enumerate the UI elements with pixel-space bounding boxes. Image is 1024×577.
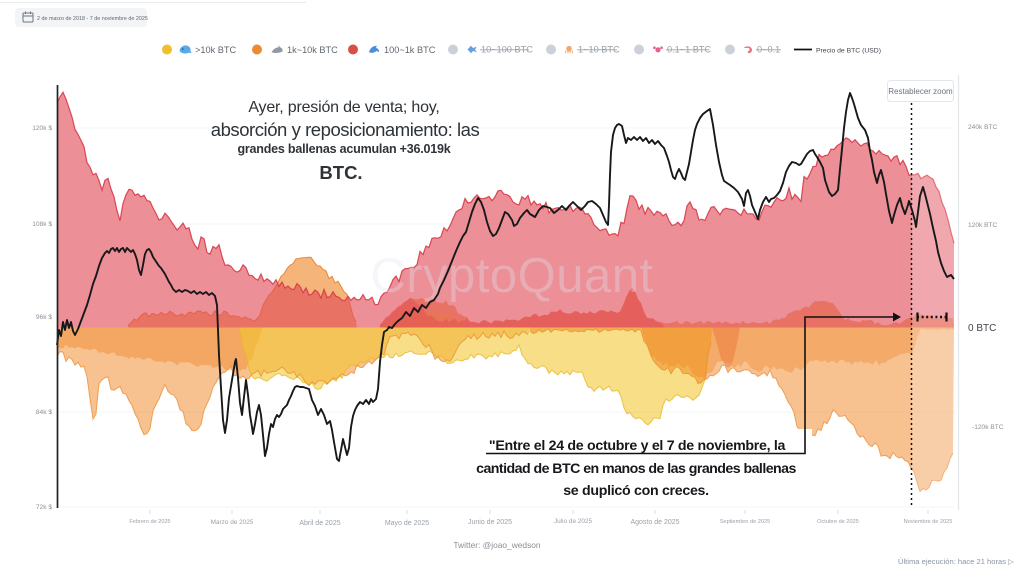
svg-text:Ayer, presión de venta; hoy,: Ayer, presión de venta; hoy, bbox=[248, 99, 439, 116]
svg-text:se duplicó con creces.: se duplicó con creces. bbox=[563, 483, 709, 499]
svg-text:"Entre el 24 de octubre y el 7: "Entre el 24 de octubre y el 7 de noviem… bbox=[489, 438, 786, 454]
svg-text:grandes ballenas acumulan +36.: grandes ballenas acumulan +36.019k bbox=[237, 142, 450, 156]
svg-text:Junio de 2025: Junio de 2025 bbox=[468, 519, 512, 526]
svg-text:absorción y reposicionamiento:: absorción y reposicionamiento: las bbox=[211, 119, 480, 140]
svg-text:CryptoQuant: CryptoQuant bbox=[370, 249, 653, 303]
svg-text:84k $: 84k $ bbox=[36, 409, 52, 416]
svg-text:72k $: 72k $ bbox=[36, 504, 52, 511]
svg-text:-120k BTC: -120k BTC bbox=[972, 424, 1004, 431]
svg-text:Última ejecución: hace 21 hora: Última ejecución: hace 21 horas ▷ bbox=[898, 557, 1015, 566]
svg-text:Marzo de 2025: Marzo de 2025 bbox=[211, 519, 254, 526]
svg-text:BTC.: BTC. bbox=[319, 162, 362, 183]
svg-text:Precio de BTC (USD): Precio de BTC (USD) bbox=[816, 48, 881, 55]
svg-text:Septiembre de 2025: Septiembre de 2025 bbox=[720, 519, 770, 525]
svg-text:Twitter: @joao_wedson: Twitter: @joao_wedson bbox=[453, 540, 541, 550]
svg-text:2 de marzo de 2018 - 7 de novi: 2 de marzo de 2018 - 7 de noviembre de 2… bbox=[37, 16, 148, 22]
svg-text:100~1k BTC: 100~1k BTC bbox=[384, 45, 436, 55]
svg-text:Octubre de 2025: Octubre de 2025 bbox=[817, 519, 859, 525]
svg-text:1k~10k BTC: 1k~10k BTC bbox=[287, 45, 338, 55]
svg-text:>10k BTC: >10k BTC bbox=[195, 45, 236, 55]
svg-text:Agosto de 2025: Agosto de 2025 bbox=[630, 519, 679, 526]
svg-text:Restablecer zoom: Restablecer zoom bbox=[888, 87, 953, 96]
svg-text:108k $: 108k $ bbox=[32, 221, 52, 228]
svg-text:0 BTC: 0 BTC bbox=[968, 323, 996, 334]
svg-text:120k $: 120k $ bbox=[32, 125, 52, 132]
svg-text:120k BTC: 120k BTC bbox=[968, 222, 998, 229]
svg-text:Abril de 2025: Abril de 2025 bbox=[299, 520, 340, 527]
svg-text:Noviembre de 2025: Noviembre de 2025 bbox=[904, 519, 953, 525]
svg-text:240k BTC: 240k BTC bbox=[968, 124, 998, 131]
svg-text:cantidad de BTC en manos de la: cantidad de BTC en manos de las grandes … bbox=[476, 461, 796, 477]
svg-text:Mayo de 2025: Mayo de 2025 bbox=[385, 520, 429, 527]
svg-text:Febrero de 2025: Febrero de 2025 bbox=[129, 519, 170, 525]
svg-text:96k $: 96k $ bbox=[36, 314, 52, 321]
svg-text:Julio de 2025: Julio de 2025 bbox=[554, 518, 592, 525]
